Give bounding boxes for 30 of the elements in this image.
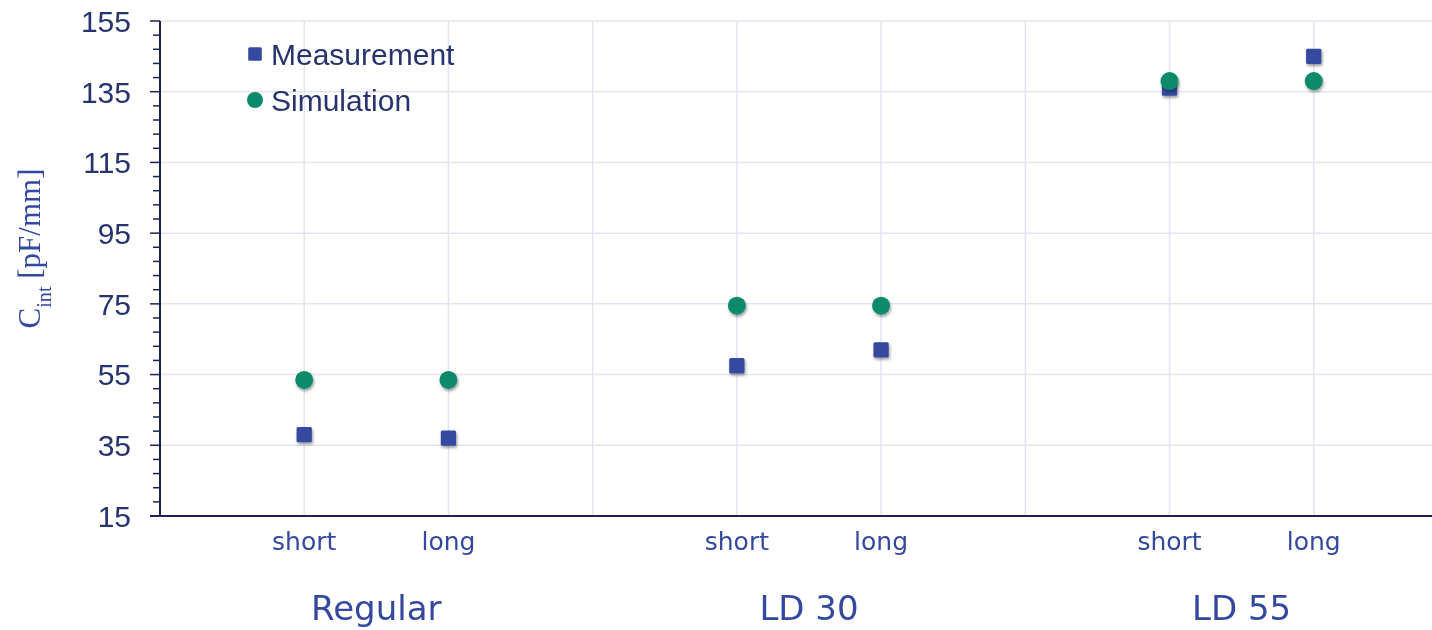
point <box>1160 72 1179 91</box>
point <box>1304 72 1323 91</box>
point <box>872 296 891 315</box>
point <box>727 296 746 315</box>
y-tick-label: 35 <box>97 429 131 463</box>
text: Regular <box>311 588 442 628</box>
y-tick-label: 95 <box>97 216 131 250</box>
x-tick-label: short <box>1137 527 1202 556</box>
y-tick-label: 55 <box>97 358 131 392</box>
point <box>295 370 314 389</box>
point <box>873 342 889 358</box>
x-tick-label: long <box>854 527 909 556</box>
x-tick-label: short <box>704 527 770 556</box>
legend-label: Measurement <box>271 37 456 71</box>
point <box>1306 48 1322 65</box>
point <box>296 427 312 443</box>
y-tick-label: 15 <box>97 499 131 533</box>
text: LD 30 <box>759 588 859 628</box>
point <box>729 358 745 374</box>
x-tick-label: short <box>272 527 337 556</box>
y-tick-label: 115 <box>83 146 131 180</box>
x-tick-label: long <box>421 527 476 556</box>
x-tick-label: long <box>1286 527 1341 556</box>
text: LD 55 <box>1192 588 1292 628</box>
y-tick-label: 75 <box>97 287 131 321</box>
point <box>440 430 457 446</box>
y-tick-label: 135 <box>80 75 131 109</box>
y-tick-label: 155 <box>80 4 131 38</box>
legend-label: Simulation <box>271 83 412 117</box>
point <box>439 370 458 389</box>
